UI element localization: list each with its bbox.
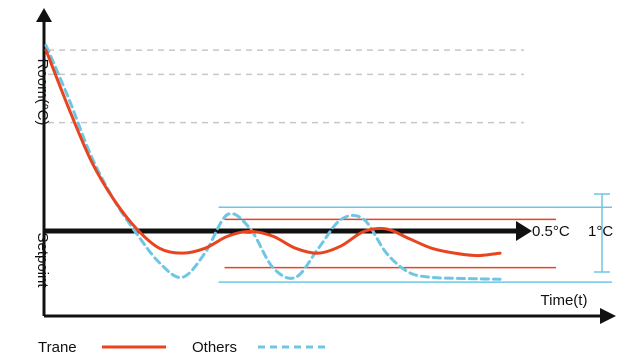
series-line-trane (44, 48, 502, 258)
gridlines (48, 49, 524, 124)
series-line-others (44, 43, 502, 281)
y-axis-arrow-icon (36, 8, 52, 22)
series-lines (44, 43, 502, 281)
legend-label-others: Others (192, 339, 237, 356)
legend-label-trane: Trane (38, 339, 77, 356)
y-axis-label: Room(°C) (34, 59, 51, 126)
x-axis-label: Time(t) (541, 292, 588, 309)
setpoint-arrow-icon (516, 221, 532, 241)
legend: Trane Others (38, 339, 330, 356)
x-axis-arrow-icon (600, 308, 616, 324)
one-degree-bracket (594, 193, 610, 273)
setpoint-label: Setpoint (34, 232, 51, 288)
band-label-inner: 0.5°C (532, 223, 570, 240)
tolerance-bands (218, 206, 612, 283)
band-label-outer: 1°C (588, 223, 613, 240)
